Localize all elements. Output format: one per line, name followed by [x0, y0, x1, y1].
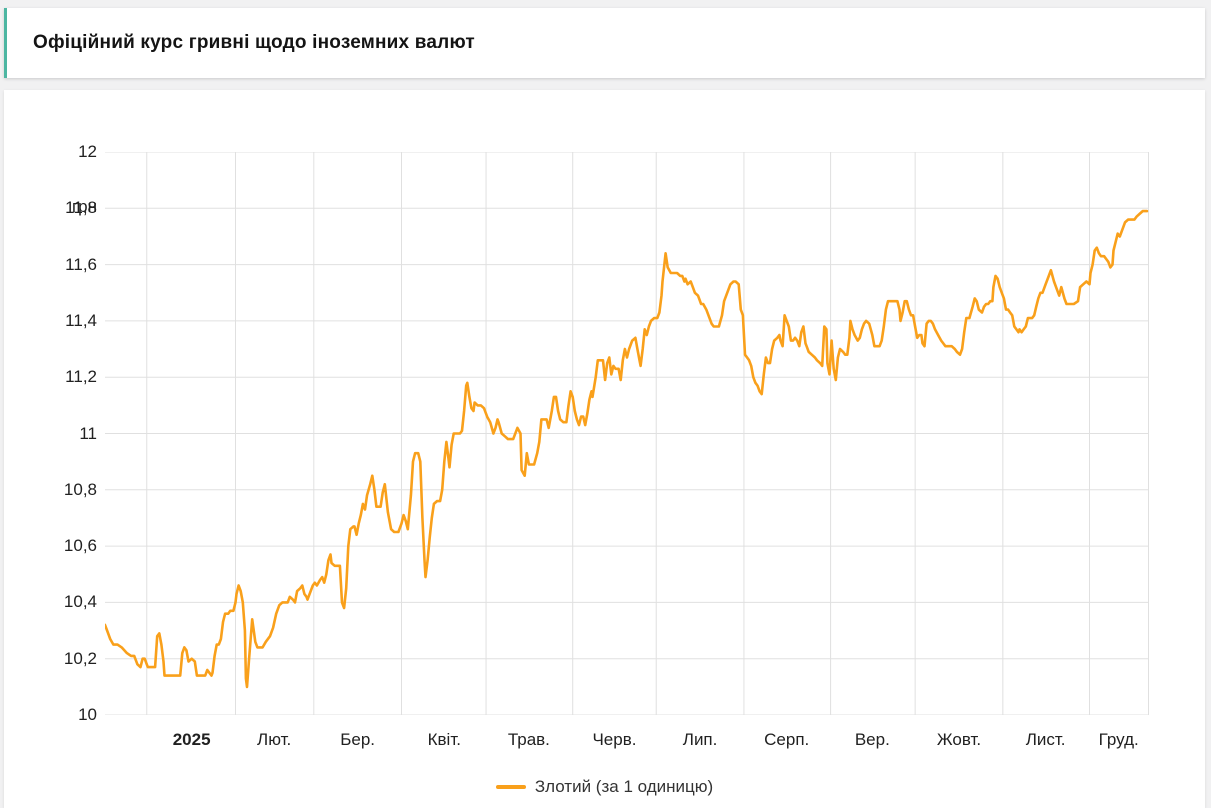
- x-tick-label: Черв.: [592, 730, 637, 749]
- x-tick-label: Вер.: [854, 730, 890, 749]
- y-tick-label: 10,2: [63, 648, 97, 668]
- y-tick-label: 10,4: [63, 592, 97, 612]
- y-tick-label: 10,8: [63, 479, 97, 499]
- x-tick-label: Лист.: [1025, 730, 1066, 749]
- x-tick-label: 2025: [172, 730, 211, 749]
- x-tick-label: Серп.: [764, 730, 810, 749]
- series-line[interactable]: [105, 209, 1149, 689]
- page-header: Офіційний курс гривні щодо іноземних вал…: [4, 8, 1205, 78]
- x-tick-label: Груд.: [1098, 730, 1139, 749]
- x-tick-label: Лип.: [682, 730, 718, 749]
- y-tick-label: 11,6: [65, 254, 97, 274]
- x-tick-label: Бер.: [340, 730, 376, 749]
- y-tick-label: 11: [79, 423, 97, 443]
- x-tick-label: Трав.: [507, 730, 550, 749]
- y-tick-label: 12: [78, 142, 97, 161]
- x-tick-label: Квіт.: [427, 730, 461, 749]
- exchange-rate-chart: грн 12 11,8 11,6 11,4 11,2 11 10,8 10,6 10,4 10,2…: [4, 90, 1205, 808]
- y-tick-label: 10: [78, 705, 97, 724]
- legend-series-label[interactable]: Злотий (за 1 одиницю): [534, 777, 714, 796]
- y-axis-unit-label: грн: [71, 197, 97, 216]
- chart-legend: Злотий (за 1 одиницю): [4, 774, 1205, 800]
- y-tick-label: 11,4: [65, 310, 97, 330]
- y-tick-label: 11,8: [65, 198, 97, 218]
- x-tick-label: Лют.: [257, 730, 292, 749]
- x-tick-label: Жовт.: [936, 730, 982, 749]
- y-tick-label: 11,2: [65, 367, 97, 387]
- y-tick-label: 10,6: [63, 536, 97, 556]
- page-title: Офіційний курс гривні щодо іноземних вал…: [33, 32, 475, 53]
- legend-line-marker: [495, 785, 526, 789]
- plot-area[interactable]: [105, 152, 1149, 715]
